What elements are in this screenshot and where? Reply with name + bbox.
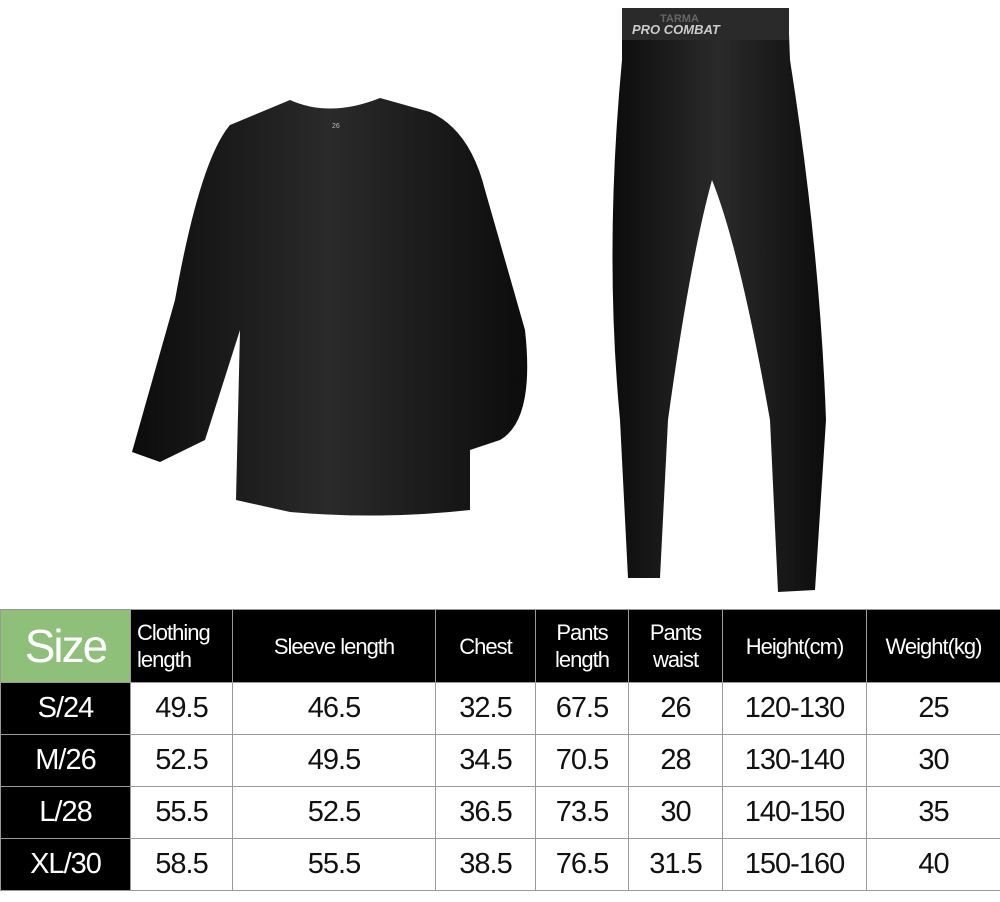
size-cell: L/28: [0, 786, 131, 839]
table-cell: 30: [866, 734, 1000, 787]
table-cell: 34.5: [435, 734, 536, 787]
table-cell: 31.5: [628, 838, 723, 891]
header-line: Clothing: [137, 620, 211, 645]
table-cell: 55.5: [130, 786, 233, 839]
table-cell: 49.5: [130, 682, 233, 735]
table-cell: 150-160: [722, 838, 867, 891]
table-header-row: Size Clothing length Sleeve length Chest …: [0, 609, 1000, 683]
table-cell: 36.5: [435, 786, 536, 839]
header-chest: Chest: [435, 609, 536, 683]
header-line: waist: [652, 647, 699, 672]
table-cell: 25: [866, 682, 1000, 735]
table-cell: 67.5: [535, 682, 629, 735]
header-sleeve-length: Sleeve length: [232, 609, 436, 683]
header-height: Height(cm): [722, 609, 867, 683]
table-cell: 26: [628, 682, 723, 735]
header-size: Size: [0, 609, 131, 683]
table-cell: 76.5: [535, 838, 629, 891]
long-sleeve-shirt: 26: [132, 98, 528, 516]
product-image: 26 TARMA PRO COMBAT: [132, 8, 826, 592]
size-cell: M/26: [0, 734, 131, 787]
svg-text:PRO COMBAT: PRO COMBAT: [632, 22, 721, 37]
table-cell: 130-140: [722, 734, 867, 787]
table-cell: 35: [866, 786, 1000, 839]
header-pants-waist: Pants waist: [628, 609, 723, 683]
table-row: L/28 55.5 52.5 36.5 73.5 30 140-150 35: [0, 786, 1000, 839]
table-cell: 55.5: [232, 838, 436, 891]
table-cell: 70.5: [535, 734, 629, 787]
table-cell: 32.5: [435, 682, 536, 735]
table-cell: 46.5: [232, 682, 436, 735]
header-clothing-length: Clothing length: [130, 609, 233, 683]
size-cell: S/24: [0, 682, 131, 735]
table-cell: 120-130: [722, 682, 867, 735]
compression-pants: TARMA PRO COMBAT: [612, 8, 826, 592]
table-cell: 30: [628, 786, 723, 839]
table-cell: 49.5: [232, 734, 436, 787]
table-cell: 140-150: [722, 786, 867, 839]
table-cell: 52.5: [232, 786, 436, 839]
table-cell: 73.5: [535, 786, 629, 839]
header-line: Pants: [556, 620, 608, 645]
table-row: XL/30 58.5 55.5 38.5 76.5 31.5 150-160 40: [0, 838, 1000, 891]
table-cell: 38.5: [435, 838, 536, 891]
table-row: M/26 52.5 49.5 34.5 70.5 28 130-140 30: [0, 734, 1000, 787]
table-row: S/24 49.5 46.5 32.5 67.5 26 120-130 25: [0, 682, 1000, 735]
header-line: length: [137, 647, 192, 672]
header-weight: Weight(kg): [866, 609, 1000, 683]
header-pants-length: Pants length: [535, 609, 629, 683]
size-cell: XL/30: [0, 838, 131, 891]
table-cell: 52.5: [130, 734, 233, 787]
header-line: Pants: [649, 620, 702, 645]
table-cell: 40: [866, 838, 1000, 891]
table-cell: 28: [628, 734, 723, 787]
table-cell: 58.5: [130, 838, 233, 891]
svg-text:TARMA: TARMA: [660, 13, 699, 25]
size-chart-table: Size Clothing length Sleeve length Chest …: [0, 609, 1000, 891]
header-line: length: [555, 647, 610, 672]
svg-text:26: 26: [332, 123, 340, 130]
